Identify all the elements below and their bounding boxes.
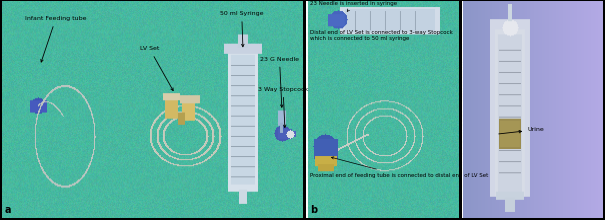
Text: Urine: Urine [499,127,544,134]
Text: Proximal end of feeding tube is connected to distal end of LV Set: Proximal end of feeding tube is connecte… [310,157,488,178]
Text: 3 Way Stopcock: 3 Way Stopcock [258,87,309,127]
Text: 23 G Needle: 23 G Needle [260,57,299,107]
Text: Infant Feeding tube: Infant Feeding tube [25,16,87,62]
Text: Distal end of LV Set is connected to 3-way Stopcock
which is connected to 50 ml : Distal end of LV Set is connected to 3-w… [310,30,453,41]
Text: 50 ml Syringe: 50 ml Syringe [220,11,264,47]
Text: a: a [5,205,11,215]
Text: 23 Needle is inserted in syringe: 23 Needle is inserted in syringe [310,1,397,11]
Text: b: b [310,205,317,215]
Text: LV Set: LV Set [140,46,173,91]
